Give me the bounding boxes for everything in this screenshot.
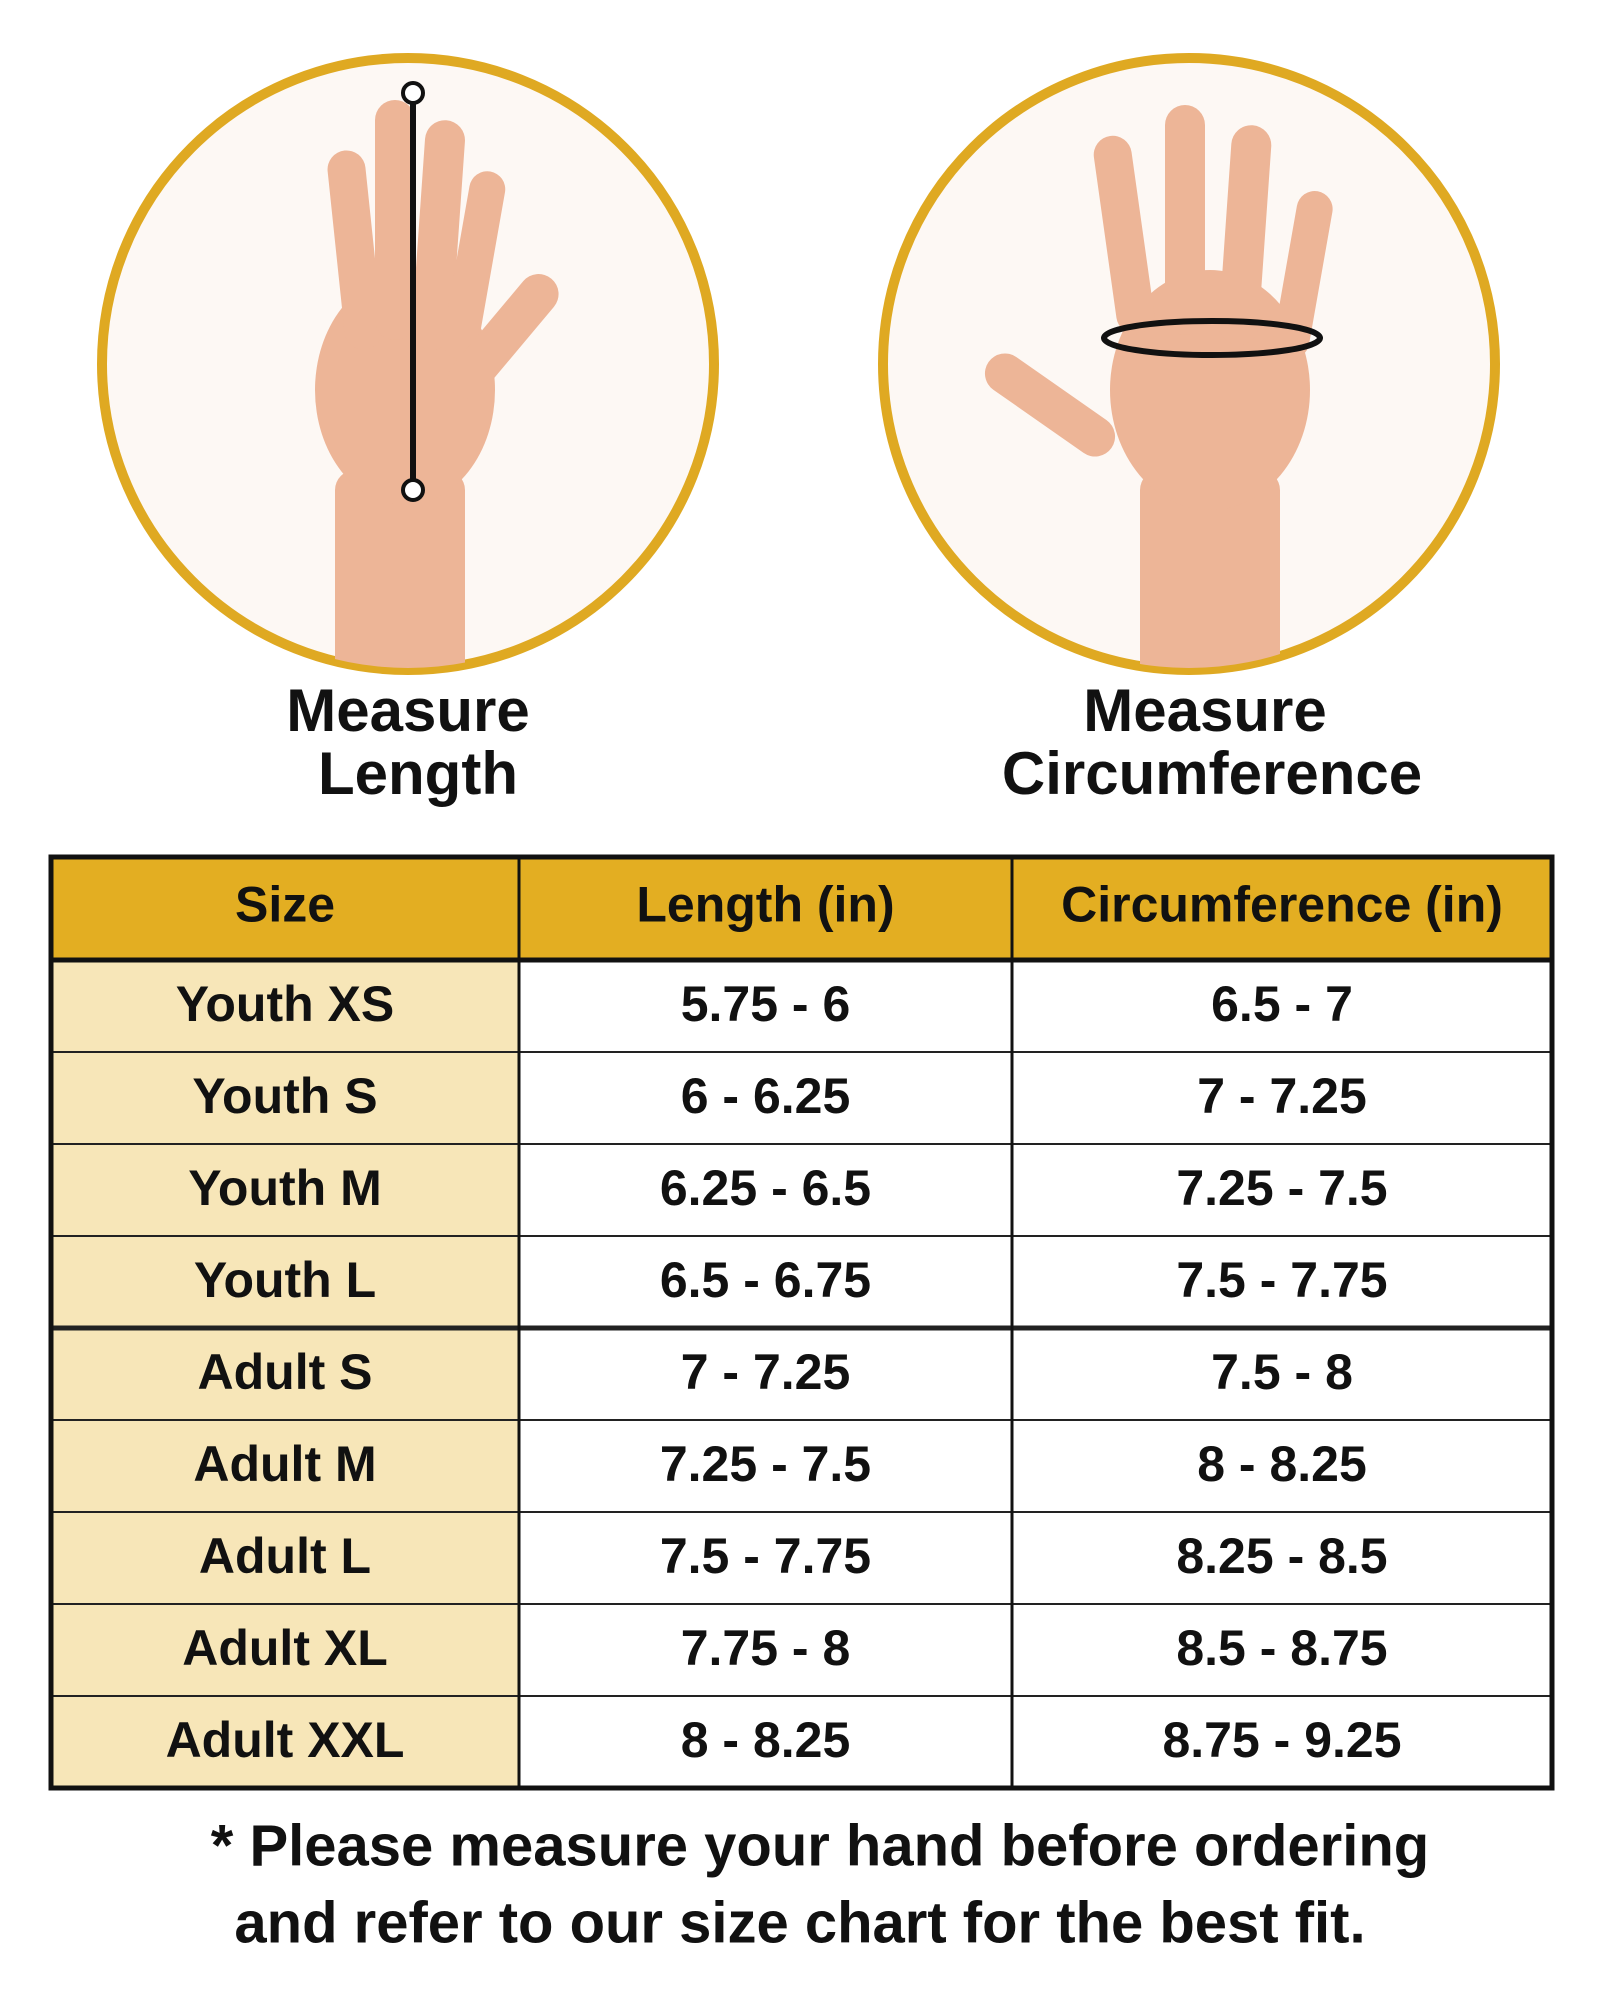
cell: 7.25 - 7.5 (1176, 1160, 1387, 1216)
caption: Measure (1083, 677, 1326, 744)
cell: 7 - 7.25 (1197, 1068, 1367, 1124)
cell: Adult M (193, 1436, 376, 1492)
header-cell: Circumference (in) (1061, 877, 1503, 933)
header-cell: Length (in) (636, 877, 894, 933)
hand-length (315, 100, 559, 668)
cell: 8 - 8.25 (681, 1712, 851, 1768)
size-col-bg (51, 960, 519, 1788)
cell: Youth L (194, 1252, 376, 1308)
header-cell: Size (235, 877, 335, 933)
size-table: Size Length (in) Circumference (in) Youth X… (48, 854, 1555, 1791)
note: and refer to our size chart for the best… (234, 1890, 1365, 1955)
header-bg (51, 857, 1552, 960)
cell: 7.5 - 8 (1211, 1344, 1353, 1400)
cell: 6.25 - 6.5 (660, 1160, 871, 1216)
cell: Adult XXL (166, 1712, 405, 1768)
cell: 8.25 - 8.5 (1176, 1528, 1387, 1584)
cell: 7.5 - 7.75 (660, 1528, 871, 1584)
cell: 7.5 - 7.75 (1176, 1252, 1387, 1308)
cell: Youth M (188, 1160, 381, 1216)
cell: Adult XL (182, 1620, 388, 1676)
caption: Measure (286, 677, 529, 744)
cell: 5.75 - 6 (681, 976, 851, 1032)
table-border (48, 854, 1555, 1791)
cell: 7.75 - 8 (681, 1620, 851, 1676)
cell: 6 - 6.25 (681, 1068, 851, 1124)
cell: 7 - 7.25 (681, 1344, 851, 1400)
cell: 8.75 - 9.25 (1162, 1712, 1401, 1768)
cell: Youth XS (176, 976, 395, 1032)
cell: 8 - 8.25 (1197, 1436, 1367, 1492)
cell: 7.25 - 7.5 (660, 1436, 871, 1492)
cell: 6.5 - 7 (1211, 976, 1353, 1032)
cell: 6.5 - 6.75 (660, 1252, 871, 1308)
cell: Adult L (199, 1528, 371, 1584)
circumference-marker (1101, 318, 1323, 358)
cell: Adult S (198, 1344, 373, 1400)
note: * Please measure your hand before orderi… (211, 1813, 1429, 1878)
caption: Circumference (1002, 740, 1422, 807)
caption: Length (318, 740, 518, 807)
cell: Youth S (192, 1068, 377, 1124)
cell: 8.5 - 8.75 (1176, 1620, 1387, 1676)
length-marker (401, 81, 425, 502)
